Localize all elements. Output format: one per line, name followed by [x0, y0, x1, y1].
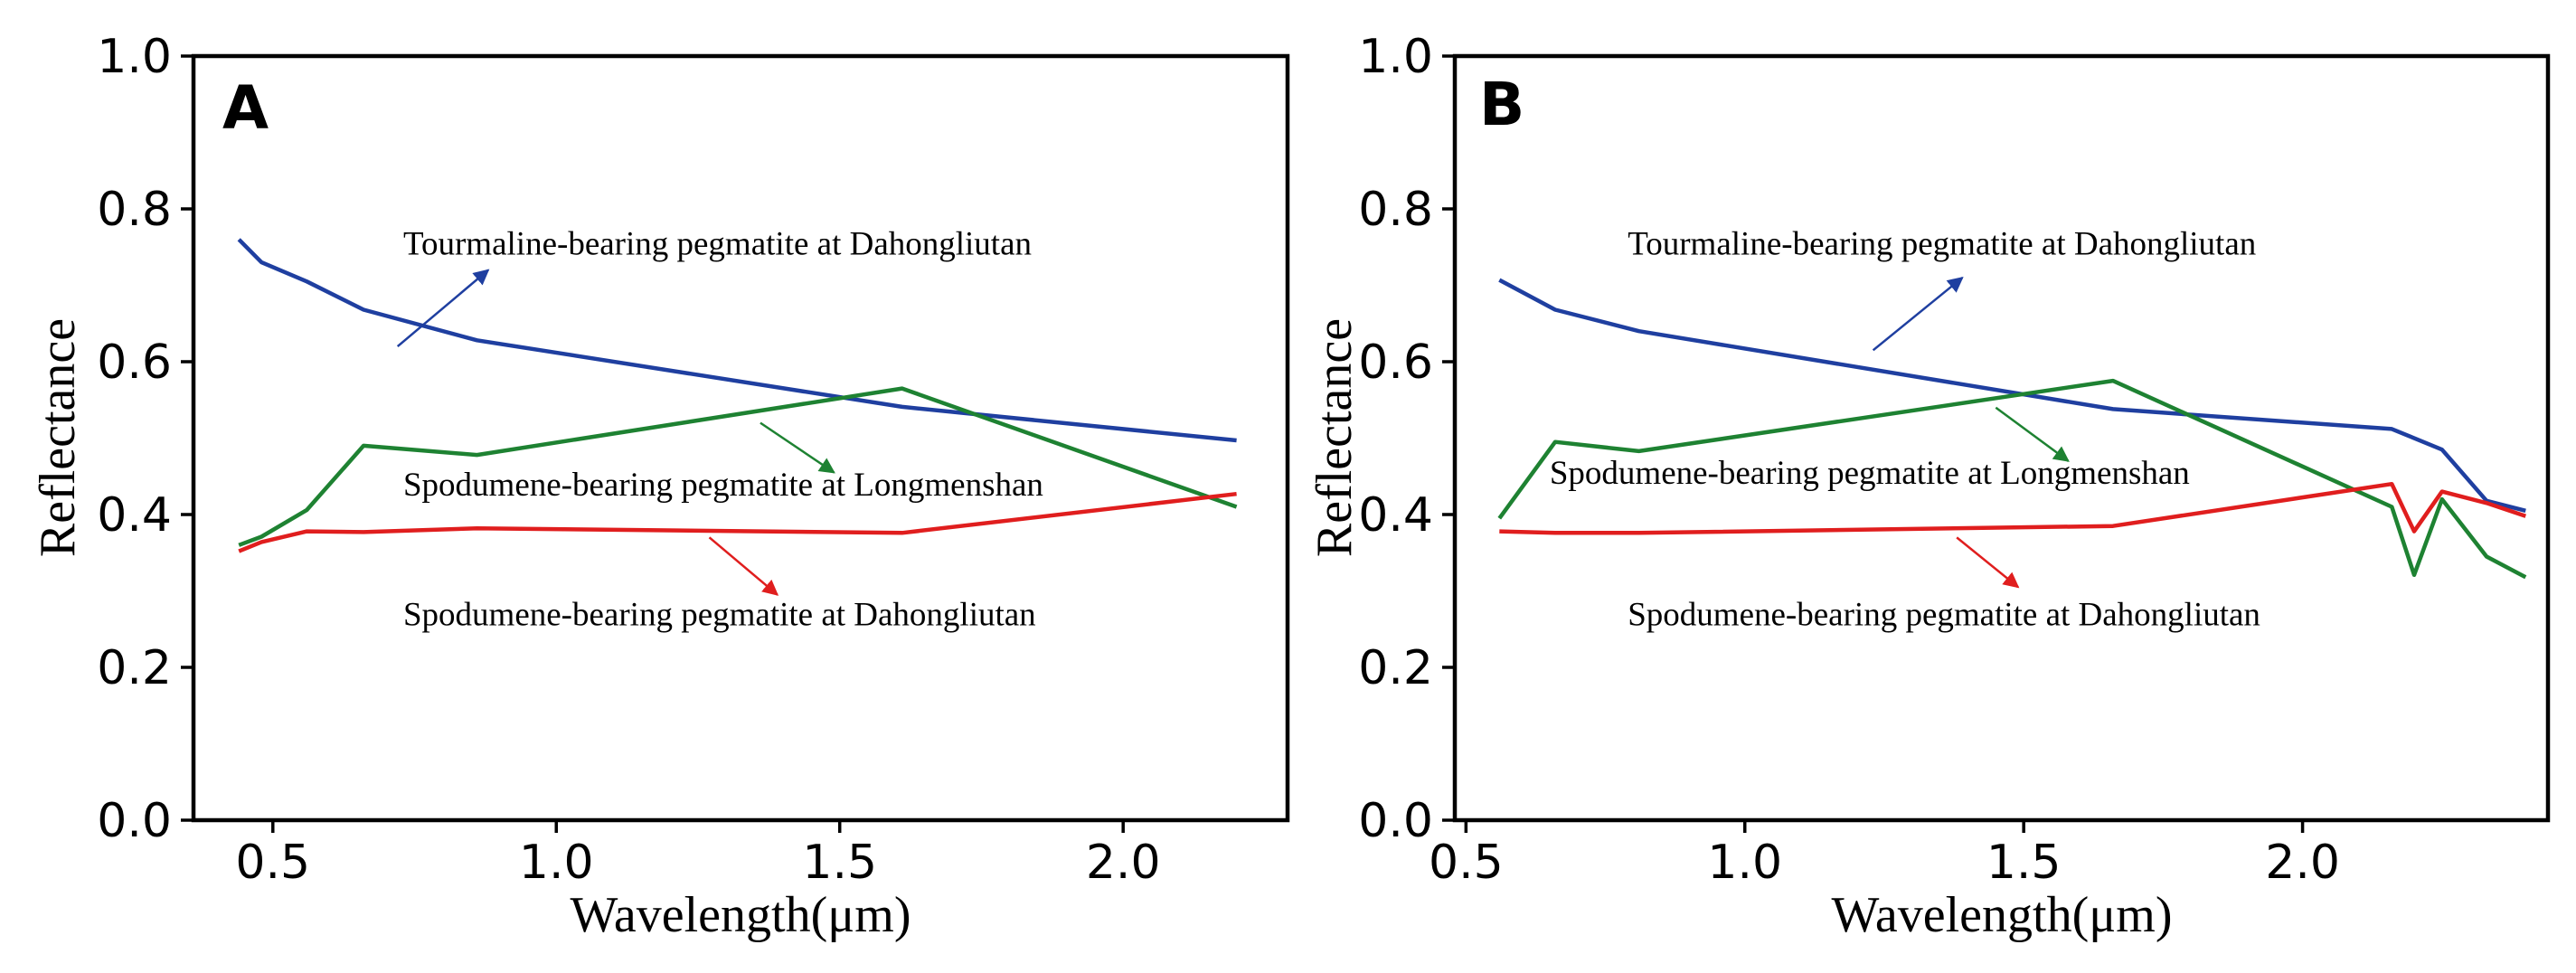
panel-a: Tourmaline-bearing pegmatite at Dahongli…	[30, 30, 1290, 943]
arrows-group	[396, 269, 835, 596]
arrows-group	[1872, 276, 2070, 589]
x-ticks: 0.5 1.0 1.5 2.0	[1429, 820, 2340, 890]
y-tick-label: 0.8	[97, 183, 172, 237]
annotation-label: Spodumene-bearing pegmatite at Longmensh…	[403, 467, 1043, 504]
y-axis-label: Reflectance	[30, 318, 86, 557]
series-group	[237, 238, 1238, 553]
annotation-label: Spodumene-bearing pegmatite at Dahongliu…	[403, 597, 1036, 634]
annotation-label: Spodumene-bearing pegmatite at Dahongliu…	[1628, 597, 2260, 634]
y-tick-label: 0.2	[97, 641, 172, 695]
y-ticks: 0.0 0.2 0.4 0.6 0.8 1.0	[97, 30, 193, 848]
series-line-spodumene-longmenshan	[1497, 378, 2527, 580]
y-tick-label: 0.0	[97, 794, 172, 848]
annotations-group: Tourmaline-bearing pegmatite at Dahongli…	[403, 226, 1043, 634]
panel-b: Tourmaline-bearing pegmatite at Dahongli…	[1307, 30, 2551, 943]
y-tick-label: 1.0	[97, 30, 172, 84]
panel-letter: B	[1479, 70, 1524, 139]
annotation-label: Tourmaline-bearing pegmatite at Dahongli…	[403, 226, 1032, 263]
y-tick-label: 0.6	[97, 335, 172, 390]
annotation-arrow	[1995, 406, 2070, 462]
x-tick-label: 1.5	[1986, 836, 2062, 890]
y-tick-label: 1.0	[1358, 30, 1433, 84]
annotation-arrow	[1872, 276, 1964, 352]
x-tick-label: 1.5	[802, 836, 877, 890]
panel-letter: A	[222, 73, 269, 143]
annotation-arrow	[396, 269, 490, 348]
y-tick-label: 0.4	[97, 488, 172, 543]
y-axis-label: Reflectance	[1307, 318, 1363, 557]
annotation-arrow	[760, 421, 835, 474]
y-tick-label: 0.8	[1358, 183, 1433, 237]
x-tick-label: 0.5	[235, 836, 310, 890]
x-ticks: 0.5 1.0 1.5 2.0	[235, 820, 1161, 890]
annotation-label: Tourmaline-bearing pegmatite at Dahongli…	[1628, 226, 2256, 263]
series-line-spodumene-longmenshan	[238, 386, 1238, 547]
series-line-spodumene-dahongliutan	[1499, 481, 2527, 535]
x-tick-label: 2.0	[2265, 836, 2340, 890]
x-tick-label: 0.5	[1429, 836, 1504, 890]
x-axis-label: Wavelength(μm)	[571, 887, 911, 943]
series-line-spodumene-dahongliutan	[238, 491, 1237, 553]
annotation-label: Spodumene-bearing pegmatite at Longmensh…	[1550, 455, 2190, 492]
series-line-tourmaline-dahongliutan	[1498, 278, 2526, 513]
y-tick-label: 0.6	[1358, 335, 1433, 390]
annotation-arrow	[1956, 536, 2020, 589]
x-tick-label: 1.0	[519, 836, 594, 890]
x-tick-label: 1.0	[1707, 836, 1782, 890]
series-group	[1497, 278, 2527, 580]
y-tick-label: 0.4	[1358, 488, 1433, 543]
plot-frame	[1452, 53, 2551, 823]
plot-frame	[191, 53, 1290, 823]
x-axis-label: Wavelength(μm)	[1832, 887, 2173, 943]
y-tick-label: 0.2	[1358, 641, 1433, 695]
annotation-arrow	[708, 536, 779, 596]
series-line-tourmaline-dahongliutan	[237, 238, 1237, 443]
x-tick-label: 2.0	[1086, 836, 1161, 890]
annotations-group: Tourmaline-bearing pegmatite at Dahongli…	[1550, 226, 2260, 634]
y-ticks: 0.0 0.2 0.4 0.6 0.8 1.0	[1358, 30, 1455, 848]
y-tick-label: 0.0	[1358, 794, 1433, 848]
